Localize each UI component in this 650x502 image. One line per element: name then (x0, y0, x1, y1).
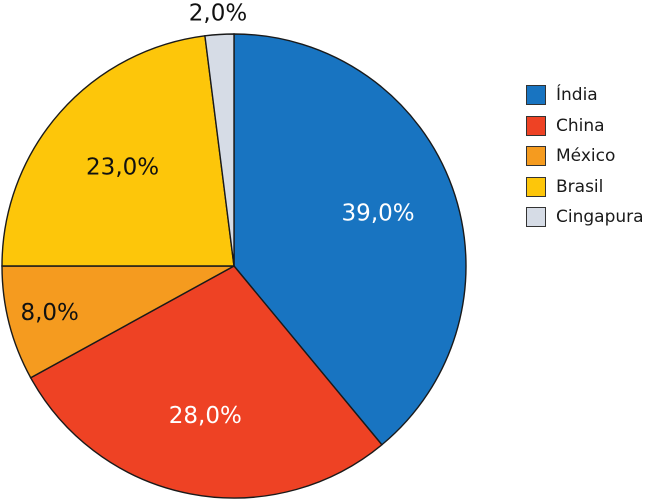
legend-swatch-brasil (526, 176, 546, 197)
legend-label-china: China (556, 115, 605, 136)
legend-item-india: Índia (526, 80, 644, 111)
pie-slice-cingapura (204, 33, 235, 267)
pie-slice-brasil (1, 35, 235, 267)
legend-label-india: Índia (556, 85, 598, 106)
legend-item-mexico: México (526, 141, 644, 172)
legend-item-cingapura: Cingapura (526, 202, 644, 233)
slice-label-cingapura: 2,0% (189, 1, 247, 27)
legend: Índia China México Brasil Cingapura (526, 80, 644, 233)
legend-swatch-india (526, 85, 546, 106)
pie-slice-china (29, 265, 383, 499)
legend-label-cingapura: Cingapura (556, 207, 644, 228)
pie-slice-india (233, 33, 467, 446)
legend-label-mexico: México (556, 146, 616, 167)
legend-item-china: China (526, 111, 644, 142)
slice-label-china: 28,0% (169, 403, 242, 429)
legend-swatch-mexico (526, 146, 546, 167)
slice-label-india: 39,0% (342, 201, 415, 227)
pie-slices (1, 33, 467, 499)
slice-label-brasil: 23,0% (86, 154, 159, 180)
slice-label-mexico: 8,0% (20, 300, 78, 326)
pie-labels: 39,0% 28,0% 8,0% 23,0% 2,0% (20, 1, 414, 429)
legend-item-brasil: Brasil (526, 172, 644, 203)
legend-swatch-china (526, 115, 546, 136)
legend-label-brasil: Brasil (556, 176, 604, 197)
pie-slice-mexico (1, 265, 235, 379)
legend-swatch-cingapura (526, 207, 546, 228)
